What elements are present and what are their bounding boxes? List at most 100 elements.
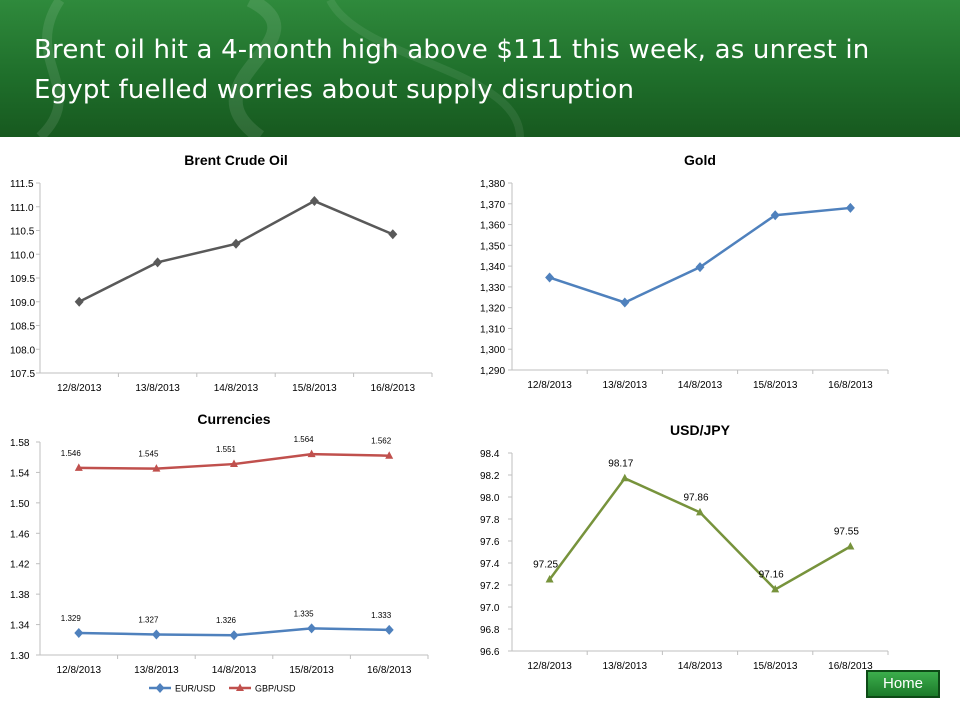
chart-0-series-0-point [231, 238, 241, 249]
brent-crude-oil-chart: Brent Crude Oil 107.5 108.0 108.5 109.0 109.5… [10, 152, 433, 394]
chart-1-y-tick-label: 1,360 [480, 221, 505, 232]
chart-2-series-1-data-label: 1.546 [61, 449, 82, 458]
chart-2-y-tick-label: 1.58 [10, 438, 30, 449]
chart-1-series-0-point [545, 272, 555, 283]
chart-2-series-1-point [385, 451, 394, 459]
chart-1-series-0-point [770, 210, 780, 221]
chart-2-series-0-data-label: 1.326 [216, 616, 237, 625]
chart-2-series-1-point [230, 459, 238, 468]
chart-2-x-tick-label: 16/8/2013 [367, 665, 412, 676]
chart-2-series-1-data-label: 1.564 [294, 435, 315, 444]
chart-2-title: Currencies [197, 411, 270, 427]
chart-2-y-tick-label: 1.46 [10, 529, 30, 540]
chart-0-series-0-point [388, 229, 398, 240]
slide-header: Brent oil hit a 4-month high above $111 … [0, 0, 960, 137]
chart-2-y-tick-label: 1.50 [10, 499, 30, 510]
chart-2-series-0-point [74, 627, 84, 638]
chart-2-series-1-data-label: 1.551 [216, 445, 237, 454]
chart-3-series-0-data-label: 97.25 [533, 560, 558, 571]
chart-3-y-tick-label: 97.4 [480, 559, 500, 570]
chart-1-y-tick-label: 1,350 [480, 241, 505, 252]
chart-0-x-tick-label: 14/8/2013 [214, 383, 259, 394]
chart-2-y-tick-label: 1.54 [10, 468, 30, 479]
chart-1-title: Gold [684, 152, 716, 168]
chart-3-series-0-point [771, 584, 780, 593]
chart-2-legend-marker [155, 683, 165, 693]
chart-2-x-tick-label: 13/8/2013 [134, 665, 179, 676]
chart-0-x-tick-label: 15/8/2013 [292, 383, 337, 394]
chart-2-legend-label: EUR/USD [175, 684, 216, 694]
chart-2-y-tick-label: 1.30 [10, 651, 30, 662]
chart-3-x-tick-label: 14/8/2013 [678, 661, 723, 670]
chart-1-y-tick-label: 1,320 [480, 304, 505, 315]
chart-0-y-tick-label: 111.0 [10, 203, 34, 214]
chart-1-y-tick-label: 1,310 [480, 324, 505, 335]
chart-2-series-1-data-label: 1.545 [138, 450, 159, 459]
chart-3-x-tick-label: 13/8/2013 [603, 661, 648, 670]
chart-3-y-tick-label: 98.4 [480, 449, 500, 460]
chart-0-y-tick-label: 109.5 [10, 274, 35, 285]
chart-3-series-0-data-label: 98.17 [608, 458, 633, 469]
chart-3-title: USD/JPY [670, 422, 731, 438]
chart-1-y-tick-label: 1,330 [480, 283, 505, 294]
chart-1-x-tick-label: 13/8/2013 [603, 380, 648, 391]
chart-0-y-tick-label: 109.0 [10, 298, 35, 309]
chart-2-legend-marker [236, 683, 244, 691]
chart-2-series-0-point [151, 629, 161, 640]
chart-0-y-tick-label: 108.0 [10, 345, 35, 356]
chart-3-x-tick-label: 15/8/2013 [753, 661, 798, 670]
chart-2-series-0-data-label: 1.335 [294, 609, 315, 618]
chart-1-x-tick-label: 15/8/2013 [753, 380, 798, 391]
chart-1-series-0-point [845, 202, 855, 213]
home-button[interactable]: Home [866, 670, 940, 698]
chart-1-series-0-point [695, 262, 705, 273]
chart-3-y-tick-label: 96.8 [480, 625, 500, 636]
chart-2-series-0-point [307, 623, 317, 634]
chart-2-series-0-data-label: 1.333 [371, 611, 392, 620]
chart-3-y-tick-label: 96.6 [480, 647, 500, 658]
chart-1-series-0-point [620, 297, 630, 308]
chart-3-x-tick-label: 12/8/2013 [527, 661, 572, 670]
chart-0-series-0-point [153, 257, 163, 268]
chart-0-series-0-point [74, 296, 84, 307]
chart-3-y-tick-label: 97.6 [480, 537, 500, 548]
chart-3-x-tick-label: 16/8/2013 [828, 661, 873, 670]
chart-0-y-tick-label: 111.5 [10, 179, 34, 190]
chart-2-series-0-point [384, 624, 394, 635]
chart-1-y-tick-label: 1,340 [480, 262, 505, 273]
chart-3-series-0-point [846, 542, 855, 550]
chart-0-y-tick-label: 107.5 [10, 369, 35, 380]
chart-3-series-0-data-label: 97.55 [834, 527, 859, 538]
chart-0-series-0-line [78, 199, 394, 303]
chart-2-legend-label: GBP/USD [255, 684, 296, 694]
chart-1-y-tick-label: 1,370 [480, 200, 505, 211]
chart-2-x-tick-label: 15/8/2013 [289, 665, 334, 676]
chart-3-series-0-data-label: 97.16 [759, 569, 784, 580]
chart-0-series-0-point [309, 196, 319, 207]
chart-1-x-tick-label: 14/8/2013 [678, 380, 723, 391]
chart-1-y-tick-label: 1,300 [480, 345, 505, 356]
gold-chart: Gold 1,290 1,300 1,310 1,320 1,330 1,340 1,350 1… [480, 152, 889, 391]
chart-3-y-tick-label: 98.0 [480, 493, 500, 504]
chart-3-series-0-point [545, 575, 554, 583]
chart-0-y-tick-label: 110.5 [10, 227, 35, 238]
chart-2-y-tick-label: 1.38 [10, 590, 30, 601]
chart-2-series-1-data-label: 1.562 [371, 437, 392, 446]
chart-0-x-tick-label: 12/8/2013 [57, 383, 102, 394]
header-decoration [36, 0, 524, 137]
chart-3-y-tick-label: 98.2 [480, 471, 500, 482]
currencies-chart: Currencies 1.30 1.34 1.38 1.42 1.46 1.50 1.54 1.… [10, 411, 429, 694]
chart-1-x-tick-label: 12/8/2013 [527, 380, 572, 391]
chart-2-series-0-data-label: 1.327 [138, 615, 159, 624]
chart-3-series-0-point [696, 507, 704, 516]
chart-2-y-tick-label: 1.42 [10, 560, 30, 571]
chart-1-x-tick-label: 16/8/2013 [828, 380, 873, 391]
chart-2-x-tick-label: 14/8/2013 [212, 665, 257, 676]
chart-3-series-0-data-label: 97.86 [683, 492, 708, 503]
chart-1-y-tick-label: 1,290 [480, 366, 505, 377]
chart-1-series-0-line [549, 206, 851, 304]
chart-0-title: Brent Crude Oil [184, 152, 287, 168]
chart-3-y-tick-label: 97.8 [480, 515, 500, 526]
chart-2-series-0-point [229, 630, 239, 641]
chart-3-y-tick-label: 97.2 [480, 581, 500, 592]
